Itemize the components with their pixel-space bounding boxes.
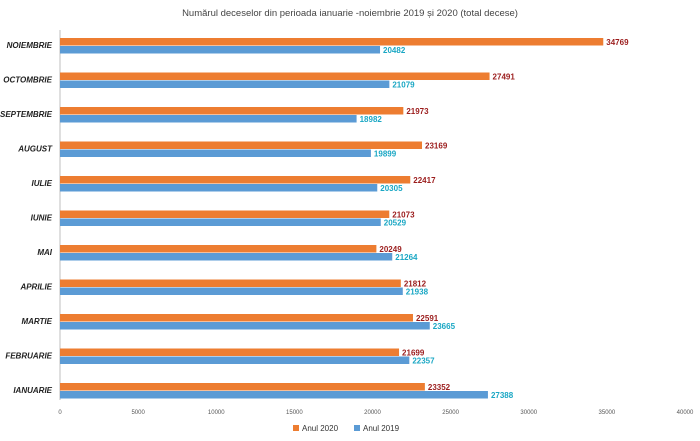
legend: Anul 2020 Anul 2019 <box>293 424 400 433</box>
data-label-2019-ianuarie: 27388 <box>491 391 514 400</box>
data-label-2020-ianuarie: 23352 <box>428 383 451 392</box>
bar-2020-ianuarie <box>60 383 425 391</box>
bar-2020-mai <box>60 245 377 253</box>
bar-2019-aprilie <box>60 287 403 295</box>
data-label-2019-iulie: 20305 <box>380 184 403 193</box>
data-label-2020-noiembrie: 34769 <box>606 38 629 47</box>
legend-swatch-2020 <box>293 425 299 431</box>
legend-label-2019: Anul 2019 <box>363 424 400 433</box>
x-tick-label: 15000 <box>286 410 303 416</box>
data-label-2019-mai: 21264 <box>395 253 418 262</box>
data-label-2020-aprilie: 21812 <box>404 280 427 289</box>
x-tick-label: 10000 <box>208 410 225 416</box>
category-label-februarie: FEBRUARIE <box>5 352 52 361</box>
data-label-2020-iulie: 22417 <box>413 176 436 185</box>
bar-2020-aprilie <box>60 279 401 287</box>
category-label-iunie: IUNIE <box>31 214 53 223</box>
chart-title: Numărul deceselor din perioada ianuarie … <box>182 8 518 19</box>
data-label-2020-mai: 20249 <box>379 245 402 254</box>
bar-2020-iunie <box>60 210 390 218</box>
data-label-2019-august: 19899 <box>374 150 397 159</box>
bar-2019-august <box>60 149 371 157</box>
bar-2020-februarie <box>60 348 400 356</box>
bar-2020-octombrie <box>60 72 490 80</box>
bar-2019-octombrie <box>60 80 390 88</box>
data-label-2020-martie: 22591 <box>416 314 439 323</box>
bar-2020-iulie <box>60 176 411 184</box>
data-label-2019-noiembrie: 20482 <box>383 46 406 55</box>
bar-2019-septembrie <box>60 115 357 123</box>
category-label-ianuarie: IANUARIE <box>13 386 52 395</box>
x-tick-label: 20000 <box>364 410 381 416</box>
x-tick-label: 35000 <box>599 410 616 416</box>
data-label-2019-septembrie: 18982 <box>360 115 383 124</box>
category-label-iulie: IULIE <box>32 179 53 188</box>
category-label-noiembrie: NOIEMBRIE <box>7 41 53 50</box>
x-tick-label: 40000 <box>677 410 694 416</box>
bar-2019-noiembrie <box>60 46 381 54</box>
legend-swatch-2019 <box>354 425 360 431</box>
bar-2019-iulie <box>60 184 378 192</box>
bar-2019-martie <box>60 322 430 330</box>
category-label-august: AUGUST <box>17 145 53 154</box>
data-label-2019-aprilie: 21938 <box>406 288 429 297</box>
data-label-2019-octombrie: 21079 <box>392 81 415 90</box>
category-label-mai: MAI <box>37 248 52 257</box>
data-label-2020-octombrie: 27491 <box>493 73 516 82</box>
bar-2019-februarie <box>60 356 410 364</box>
data-label-2019-martie: 23665 <box>433 322 456 331</box>
data-label-2020-iunie: 21073 <box>392 211 415 220</box>
x-tick-label: 25000 <box>442 410 459 416</box>
category-label-martie: MARTIE <box>21 317 52 326</box>
bar-2020-noiembrie <box>60 38 604 46</box>
data-label-2020-februarie: 21699 <box>402 349 425 358</box>
data-label-2020-august: 23169 <box>425 142 448 151</box>
data-label-2019-februarie: 22357 <box>412 357 435 366</box>
data-label-2019-iunie: 20529 <box>384 219 407 228</box>
x-tick-label: 0 <box>58 410 62 416</box>
x-tick-label: 30000 <box>520 410 537 416</box>
bar-2020-august <box>60 141 423 149</box>
x-tick-label: 5000 <box>131 410 145 416</box>
category-label-aprilie: APRILIE <box>19 283 52 292</box>
bar-2019-mai <box>60 253 393 261</box>
legend-label-2020: Anul 2020 <box>302 424 339 433</box>
bar-2020-martie <box>60 314 413 322</box>
bar-2019-ianuarie <box>60 391 488 399</box>
category-label-octombrie: OCTOMBRIE <box>3 76 52 85</box>
category-label-septembrie: SEPTEMBRIE <box>0 110 53 119</box>
bar-2019-iunie <box>60 218 381 226</box>
bar-2020-septembrie <box>60 107 404 115</box>
data-label-2020-septembrie: 21973 <box>406 107 429 116</box>
